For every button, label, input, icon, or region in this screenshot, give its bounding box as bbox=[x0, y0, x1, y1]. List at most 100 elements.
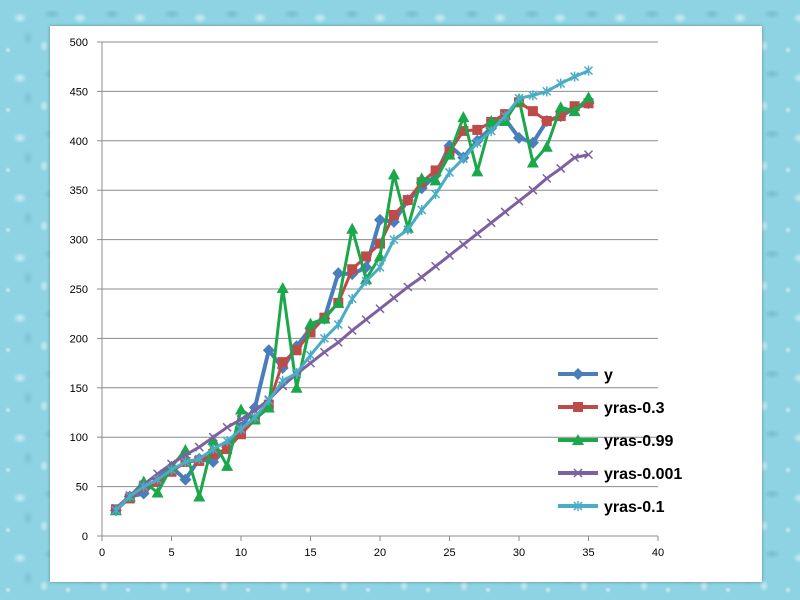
data-point bbox=[347, 264, 358, 275]
data-point bbox=[541, 116, 552, 127]
data-point bbox=[262, 401, 275, 413]
y-tick-label: 50 bbox=[76, 482, 88, 494]
legend-marker bbox=[573, 402, 583, 412]
x-tick-label: 10 bbox=[235, 547, 247, 559]
data-point bbox=[374, 213, 386, 226]
data-point bbox=[347, 325, 357, 336]
data-point bbox=[153, 474, 163, 485]
axes: 0 50 100 150 200 250 300 350 400 450 500 0 5 10 15 20 25… bbox=[70, 37, 664, 559]
data-point bbox=[290, 381, 303, 393]
data-point bbox=[554, 101, 567, 113]
data-point bbox=[513, 131, 525, 144]
series-yras-0.001 bbox=[111, 150, 594, 513]
data-point bbox=[375, 238, 385, 249]
data-point bbox=[443, 148, 456, 160]
data-point bbox=[262, 344, 275, 357]
data-point bbox=[236, 424, 246, 435]
data-point bbox=[221, 459, 234, 471]
data-point bbox=[319, 347, 329, 357]
data-point bbox=[457, 111, 470, 123]
data-point bbox=[319, 333, 329, 344]
x-tick-label: 0 bbox=[99, 547, 105, 559]
y-tick-label: 100 bbox=[70, 432, 88, 444]
data-point bbox=[430, 165, 441, 176]
data-point bbox=[333, 337, 343, 347]
data-point bbox=[291, 345, 302, 356]
data-point bbox=[208, 432, 218, 442]
data-point bbox=[444, 167, 455, 178]
data-point bbox=[361, 276, 371, 287]
legend-marker bbox=[573, 501, 583, 511]
data-point bbox=[375, 262, 385, 273]
data-point bbox=[389, 234, 399, 245]
data-point bbox=[415, 172, 428, 184]
data-point bbox=[151, 486, 164, 498]
y-tick-label: 400 bbox=[70, 136, 88, 148]
data-point bbox=[556, 78, 566, 89]
data-point bbox=[361, 315, 371, 325]
data-point bbox=[179, 473, 192, 486]
data-point bbox=[583, 98, 594, 109]
data-point bbox=[222, 422, 232, 432]
series-yras-0.1 bbox=[111, 65, 594, 516]
data-point bbox=[125, 491, 135, 502]
data-point bbox=[542, 86, 552, 97]
line-chart: 0 50 100 150 200 250 300 350 400 450 500 0 5 10 15 20 25… bbox=[70, 37, 683, 559]
data-point bbox=[486, 218, 496, 228]
data-point bbox=[346, 222, 359, 234]
legend-label: yras-0.3 bbox=[604, 400, 665, 417]
data-point bbox=[278, 375, 288, 386]
data-point bbox=[472, 124, 483, 135]
data-point bbox=[417, 272, 427, 282]
data-point bbox=[333, 319, 343, 330]
data-point bbox=[570, 153, 580, 163]
data-point bbox=[458, 240, 468, 250]
data-point bbox=[305, 327, 316, 338]
y-tick-label: 300 bbox=[70, 235, 88, 247]
x-tick-label: 5 bbox=[168, 547, 174, 559]
y-tick-label: 150 bbox=[70, 383, 88, 395]
data-point bbox=[111, 505, 121, 516]
data-point bbox=[180, 450, 190, 460]
data-point bbox=[304, 317, 317, 329]
legend-marker bbox=[572, 368, 584, 380]
data-point bbox=[582, 91, 595, 103]
data-point bbox=[194, 453, 204, 464]
y-tick-label: 200 bbox=[70, 333, 88, 345]
data-point bbox=[235, 403, 247, 415]
x-tick-label: 35 bbox=[582, 547, 594, 559]
data-point bbox=[332, 267, 345, 280]
y-tick-label: 250 bbox=[70, 284, 88, 296]
data-point bbox=[389, 293, 399, 303]
x-tick-label: 25 bbox=[443, 547, 455, 559]
data-point bbox=[417, 204, 427, 215]
data-point bbox=[528, 90, 538, 101]
data-point bbox=[528, 185, 538, 195]
data-point bbox=[431, 261, 441, 271]
x-tick-label: 15 bbox=[304, 547, 316, 559]
data-point bbox=[194, 442, 204, 452]
y-tick-label: 350 bbox=[70, 185, 88, 197]
y-tick-label: 0 bbox=[82, 531, 88, 543]
legend-marker bbox=[573, 468, 583, 478]
data-point bbox=[568, 105, 581, 117]
data-point bbox=[222, 436, 232, 447]
data-point bbox=[236, 414, 246, 424]
data-point bbox=[402, 195, 413, 206]
data-point bbox=[166, 464, 177, 475]
data-point bbox=[471, 165, 484, 177]
legend-marker bbox=[572, 434, 584, 445]
data-point bbox=[458, 153, 468, 164]
data-point bbox=[542, 173, 552, 183]
data-point bbox=[305, 350, 316, 361]
x-tick-label: 40 bbox=[652, 547, 664, 559]
data-point bbox=[264, 395, 274, 406]
data-point bbox=[500, 207, 510, 217]
data-point bbox=[292, 367, 302, 378]
data-point bbox=[570, 71, 580, 82]
legend-label: yras-0.1 bbox=[604, 499, 665, 516]
legend-item: y bbox=[558, 367, 613, 384]
series-group bbox=[109, 65, 595, 517]
data-point bbox=[277, 357, 288, 368]
data-point bbox=[403, 282, 413, 292]
